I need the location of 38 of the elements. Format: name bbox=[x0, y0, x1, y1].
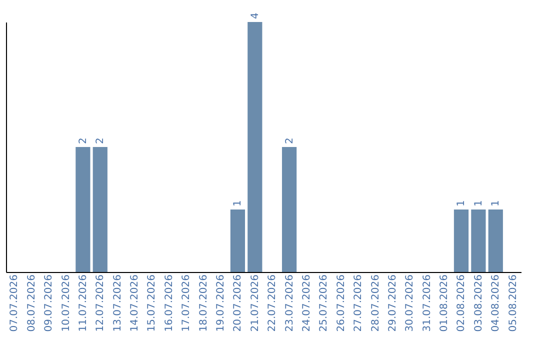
x-tick-label: 08.07.2026 bbox=[26, 274, 38, 332]
x-tick-label: 20.07.2026 bbox=[232, 274, 244, 332]
data-label: 1 bbox=[490, 200, 502, 206]
data-label: 2 bbox=[78, 138, 89, 144]
x-tick-label: 04.08.2026 bbox=[490, 274, 502, 332]
x-tick-label: 05.08.2026 bbox=[508, 274, 519, 332]
x-tick-label: 23.07.2026 bbox=[284, 274, 296, 332]
x-tick-label: 22.07.2026 bbox=[267, 274, 278, 332]
data-label: 4 bbox=[250, 12, 261, 19]
x-tick-label: 28.07.2026 bbox=[370, 274, 382, 332]
x-tick-label: 30.07.2026 bbox=[404, 274, 416, 332]
data-label: 2 bbox=[95, 138, 106, 144]
data-label: 2 bbox=[284, 138, 296, 144]
x-tick-label: 01.08.2026 bbox=[439, 274, 450, 332]
x-tick-label: 26.07.2026 bbox=[336, 274, 347, 332]
data-label: 1 bbox=[473, 200, 484, 206]
x-tick-label: 07.07.2026 bbox=[9, 274, 20, 332]
x-tick-label: 02.08.2026 bbox=[456, 274, 468, 332]
x-tick-label: 31.07.2026 bbox=[422, 274, 433, 332]
x-tick-label: 14.07.2026 bbox=[130, 274, 141, 332]
x-tick-label: 27.07.2026 bbox=[353, 274, 364, 332]
x-tick-label: 24.07.2026 bbox=[301, 274, 312, 332]
x-tick-label: 29.07.2026 bbox=[387, 274, 398, 332]
data-label: 1 bbox=[456, 200, 468, 206]
x-tick-label: 11.07.2026 bbox=[78, 274, 89, 332]
data-label: 1 bbox=[232, 200, 244, 206]
x-tick-label: 15.07.2026 bbox=[146, 274, 158, 332]
x-tick-label: 16.07.2026 bbox=[164, 274, 175, 332]
x-tick-label: 17.07.2026 bbox=[181, 274, 192, 332]
x-tick-label: 19.07.2026 bbox=[216, 274, 227, 332]
x-tick-label: 09.07.2026 bbox=[44, 274, 55, 332]
x-tick-label: 12.07.2026 bbox=[95, 274, 106, 332]
x-tick-label: 10.07.2026 bbox=[60, 274, 72, 332]
x-tick-label: 03.08.2026 bbox=[473, 274, 484, 332]
x-tick-label: 13.07.2026 bbox=[112, 274, 124, 332]
x-tick-label: 18.07.2026 bbox=[198, 274, 210, 332]
x-tick-label: 21.07.2026 bbox=[250, 274, 261, 332]
x-tick-label: 25.07.2026 bbox=[318, 274, 330, 332]
